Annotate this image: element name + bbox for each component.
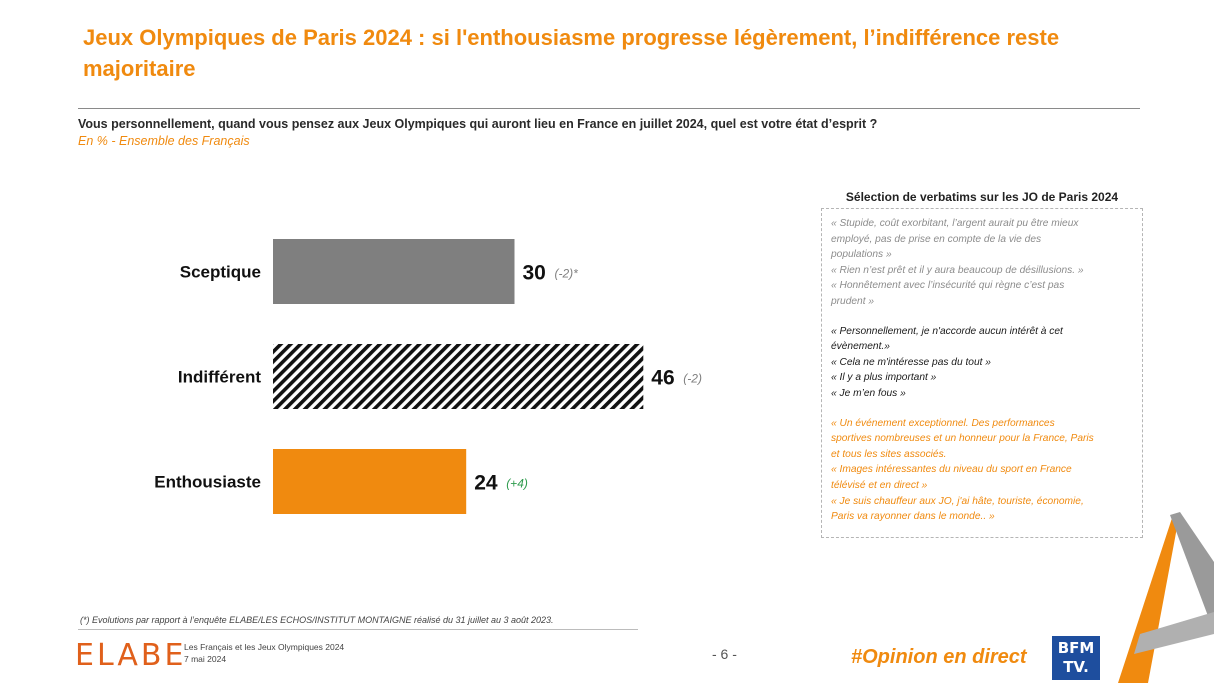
verbatims-enthousiaste: « Un événement exceptionnel. Des perform… bbox=[831, 416, 1134, 525]
elabe-logo: ELABE bbox=[75, 638, 187, 673]
verbatim-line: « Honnêtement avec l’insécurité qui règn… bbox=[831, 280, 1065, 292]
bar bbox=[273, 239, 515, 304]
page-number: - 6 - bbox=[712, 646, 737, 662]
report-title: Les Français et les Jeux Olympiques 2024 bbox=[184, 642, 345, 652]
change-label: (+4) bbox=[506, 477, 528, 491]
verbatim-line: sportives nombreuses et un honneur pour … bbox=[831, 433, 1094, 445]
footnote: (*) Evolutions par rapport à l’enquête E… bbox=[80, 615, 554, 625]
page-title: Jeux Olympiques de Paris 2024 : si l'ent… bbox=[83, 25, 1060, 81]
category-label: Enthousiaste bbox=[154, 473, 261, 492]
verbatim-line: et tous les sites associés. bbox=[831, 448, 947, 460]
bar-chart: Sceptique 30 (-2)* Indifférent 46 (-2) Enthous… bbox=[154, 239, 702, 514]
footnote-divider bbox=[78, 629, 638, 630]
verbatim-line: « Un événement exceptionnel. Des perform… bbox=[831, 417, 1055, 429]
verbatim-line: employé, pas de prise en compte de la vi… bbox=[831, 233, 1042, 245]
deco-orange-stroke bbox=[1118, 515, 1178, 683]
verbatims-indifferent: « Personnellement, je n'accorde aucun in… bbox=[831, 324, 1134, 402]
verbatim-line: « Stupide, coût exorbitant, l’argent aur… bbox=[831, 218, 1079, 229]
verbatim-line: télévisé et en direct » bbox=[831, 479, 928, 491]
deco-grey-bar bbox=[1134, 612, 1214, 654]
decorative-triangle-logo bbox=[1118, 512, 1214, 683]
verbatim-line: « Je suis chauffeur aux JO, j'ai hâte, t… bbox=[831, 495, 1084, 507]
change-label: (-2) bbox=[683, 372, 702, 386]
bfmtv-logo-line1: BFM bbox=[1057, 639, 1095, 657]
verbatim-line: « Images intéressantes du niveau du spor… bbox=[831, 464, 1072, 476]
category-label: Indifférent bbox=[178, 368, 261, 387]
bfmtv-logo: BFM TV. bbox=[1052, 636, 1100, 680]
verbatim-line: Paris va rayonner dans le monde.. » bbox=[831, 511, 995, 523]
report-date: 7 mai 2024 bbox=[184, 654, 227, 664]
verbatims-sceptique: « Stupide, coût exorbitant, l’argent aur… bbox=[831, 216, 1134, 310]
bar bbox=[273, 449, 467, 514]
hashtag: #Opinion en direct bbox=[851, 646, 1027, 668]
category-label: Sceptique bbox=[180, 263, 261, 282]
verbatim-line: prudent » bbox=[831, 295, 875, 307]
survey-base: En % - Ensemble des Français bbox=[78, 134, 250, 148]
title-divider bbox=[78, 108, 1140, 109]
survey-question: Vous personnellement, quand vous pensez … bbox=[78, 117, 878, 131]
verbatim-line: « Cela ne m'intéresse pas du tout » bbox=[831, 356, 991, 368]
verbatims-title: Sélection de verbatims sur les JO de Par… bbox=[845, 190, 1119, 204]
bfmtv-logo-line2: TV. bbox=[1063, 658, 1089, 676]
value-label: 24 bbox=[474, 472, 498, 495]
verbatims-box: « Stupide, coût exorbitant, l’argent aur… bbox=[821, 208, 1143, 538]
verbatim-line: « Rien n’est prêt et il y aura beaucoup … bbox=[831, 264, 1084, 276]
verbatim-line: « Il y a plus important » bbox=[831, 372, 937, 384]
report-info: Les Français et les Jeux Olympiques 2024… bbox=[184, 641, 344, 665]
value-label: 30 bbox=[523, 262, 546, 285]
verbatim-line: populations » bbox=[831, 249, 892, 261]
verbatim-line: évènement.» bbox=[831, 341, 890, 353]
verbatim-line: « Je m’en fous » bbox=[831, 387, 906, 399]
change-label: (-2)* bbox=[555, 267, 579, 281]
deco-grey-stroke bbox=[1170, 512, 1214, 632]
value-label: 46 bbox=[651, 367, 674, 390]
bar bbox=[273, 344, 644, 409]
verbatim-line: « Personnellement, je n'accorde aucun in… bbox=[831, 325, 1063, 337]
